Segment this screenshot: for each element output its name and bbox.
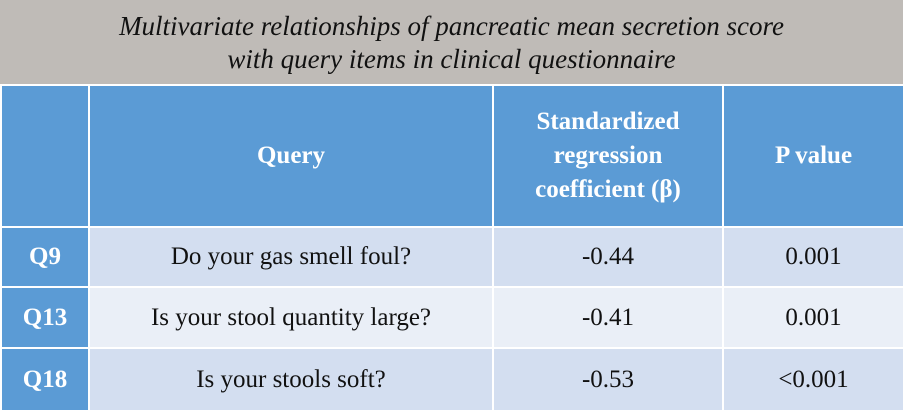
title: Multivariate relationships of pancreatic… — [0, 0, 903, 84]
title-line: with query items in clinical questionnai… — [227, 44, 676, 74]
table-cell: 0.001 — [722, 286, 903, 349]
table-cell: Is your stools soft? — [88, 347, 494, 412]
table-cell: 0.001 — [722, 226, 903, 288]
header-cell: Standardized regression coefficient (β) — [492, 84, 724, 228]
row-label: Q18 — [0, 347, 90, 412]
table-cell: Is your stool quantity large? — [88, 286, 494, 349]
header-cell — [0, 84, 90, 228]
row-label: Q13 — [0, 286, 90, 349]
header-cell: Query — [88, 84, 494, 228]
row-label: Q9 — [0, 226, 90, 288]
table: Query Standardized regression coefficien… — [0, 84, 903, 412]
table-row: Q13 Is your stool quantity large? -0.41 0.0… — [0, 286, 903, 349]
header-cell: P value — [722, 84, 903, 228]
header-row: Query Standardized regression coefficien… — [0, 84, 903, 228]
title-line: Multivariate relationships of pancreatic… — [119, 11, 784, 41]
table-cell: -0.53 — [492, 347, 724, 412]
table-cell: -0.41 — [492, 286, 724, 349]
table-row: Q18 Is your stools soft? -0.53 <0.001 — [0, 347, 903, 412]
header-text: Standardized regression coefficient (β) — [535, 108, 681, 203]
table-cell: -0.44 — [492, 226, 724, 288]
table-cell: <0.001 — [722, 347, 903, 412]
table-row: Q9 Do your gas smell foul? -0.44 0.001 — [0, 226, 903, 288]
table-cell: Do your gas smell foul? — [88, 226, 494, 288]
